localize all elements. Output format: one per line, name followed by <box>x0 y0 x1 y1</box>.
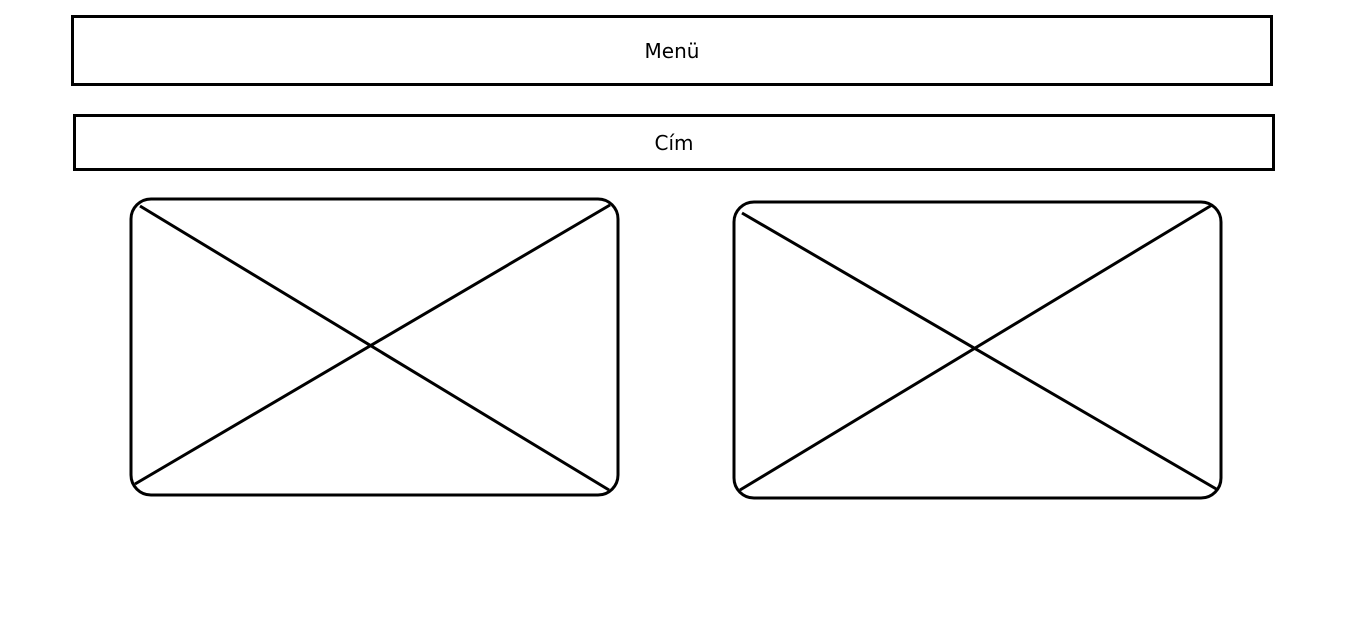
image-placeholder-diagonal <box>739 203 1213 492</box>
image-placeholder-left <box>129 197 620 497</box>
image-placeholder-diagonal <box>741 211 1219 492</box>
page-title: Cím <box>654 130 694 155</box>
menu-label: Menü <box>644 38 700 63</box>
page-title-bar: Cím <box>73 114 1275 171</box>
image-placeholder-diagonal <box>139 204 610 492</box>
image-placeholder-right <box>732 200 1223 500</box>
menu-bar[interactable]: Menü <box>71 15 1273 86</box>
image-placeholder-diagonal <box>134 203 611 486</box>
